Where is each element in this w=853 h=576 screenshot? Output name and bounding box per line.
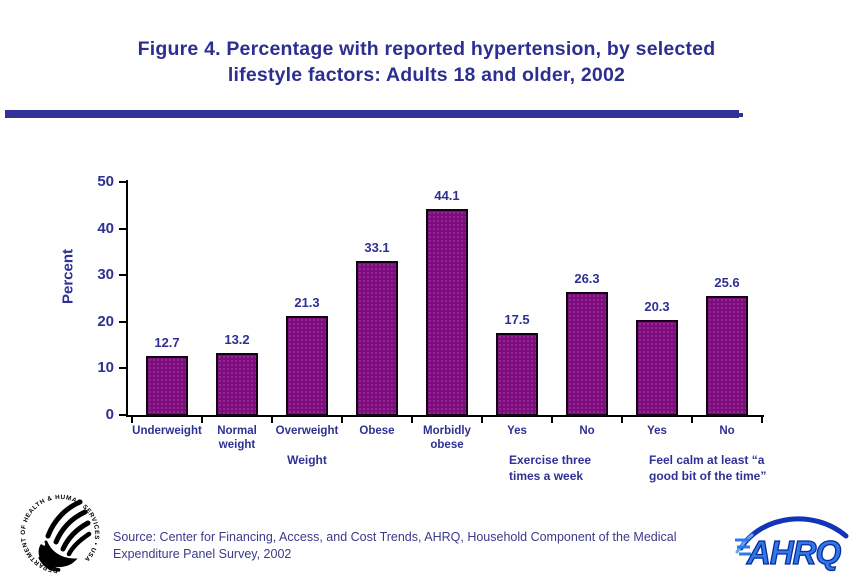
bar [566, 292, 608, 416]
group-label-line: Weight [287, 453, 327, 467]
hhs-eagle-icon [38, 499, 92, 572]
group-label-line: Feel calm at least “a [649, 453, 765, 467]
x-tick [341, 417, 343, 423]
title-line-1: Figure 4. Percentage with reported hyper… [137, 38, 716, 60]
bar [356, 260, 398, 416]
y-tick-label: 50 [97, 173, 114, 190]
x-tick [411, 417, 413, 423]
y-tick-label: 0 [105, 406, 114, 423]
category-label: Obese [359, 425, 395, 437]
ahrq-arc-icon [735, 516, 849, 554]
bar-value-label: 13.2 [224, 332, 250, 348]
x-tick [201, 417, 203, 423]
bar [496, 333, 538, 416]
x-tick [271, 417, 273, 423]
ahrq-logo: AHRQ [735, 516, 849, 572]
y-tick-label: 10 [97, 359, 114, 377]
hhs-logo: DEPARTMENT OF HEALTH & HUMAN SERVICES • … [20, 494, 100, 574]
bar [216, 353, 258, 416]
page-title: Figure 4. Percentage with reported hyper… [0, 36, 853, 88]
bar-value-label: 25.6 [714, 274, 740, 290]
ahrq-wordmark: AHRQ [746, 534, 841, 571]
bar [706, 295, 748, 416]
y-tick [119, 320, 126, 323]
group-label-line: times a week [509, 468, 584, 483]
bar-value-label: 17.5 [504, 312, 530, 328]
y-tick [119, 274, 126, 277]
bar-value-label: 44.1 [434, 188, 460, 204]
source-text: Source: Center for Financing, Access, an… [113, 529, 753, 563]
y-tick-label: 20 [97, 312, 114, 330]
group-label: Exercise three times a week [509, 453, 591, 484]
source-line-1: Source: Center for Financing, Access, an… [113, 530, 677, 544]
bar-value-label: 21.3 [294, 294, 320, 310]
category-label: Yes [507, 425, 527, 437]
y-tick-label: 30 [97, 266, 114, 284]
source-line-2: Expenditure Panel Survey, 2002 [113, 547, 292, 561]
title-line-2: lifestyle factors: Adults 18 and older, … [227, 64, 626, 86]
bar-value-label: 12.7 [154, 334, 180, 350]
group-label: Feel calm at least “a good bit of the tim… [649, 453, 766, 484]
bar-value-label: 26.3 [574, 271, 600, 287]
bar [286, 315, 328, 416]
group-label: Weight [272, 453, 342, 469]
bar-value-label: 20.3 [644, 299, 670, 315]
accent-rule [5, 110, 739, 118]
y-tick [119, 227, 126, 230]
y-tick [119, 414, 126, 416]
ahrq-speed-lines [735, 538, 751, 556]
y-tick-label: 40 [97, 219, 114, 237]
x-tick [621, 417, 623, 423]
group-label-line: good bit of the time” [649, 468, 767, 483]
bar [636, 320, 678, 416]
x-tick [551, 417, 553, 423]
y-axis-title: Percent [59, 248, 77, 305]
x-tick [481, 417, 483, 423]
x-axis-line [126, 415, 764, 417]
y-axis-line [126, 180, 128, 417]
group-label-line: Exercise three [509, 453, 592, 467]
category-label: Overweight [275, 425, 339, 437]
category-label: Yes [647, 425, 667, 437]
accent-rule-tail [739, 113, 743, 117]
category-label: No [579, 425, 595, 437]
bar [146, 355, 188, 416]
category-label: Underweight [132, 425, 202, 437]
bar-value-label: 33.1 [364, 239, 390, 255]
bar [426, 209, 468, 416]
y-tick [119, 367, 126, 370]
category-label: Morbidly obese [423, 425, 471, 451]
category-label: No [719, 425, 735, 437]
y-tick [119, 181, 126, 183]
x-tick [131, 417, 133, 423]
category-label: Normal weight [217, 425, 257, 451]
x-tick [761, 417, 763, 423]
x-tick [691, 417, 693, 423]
